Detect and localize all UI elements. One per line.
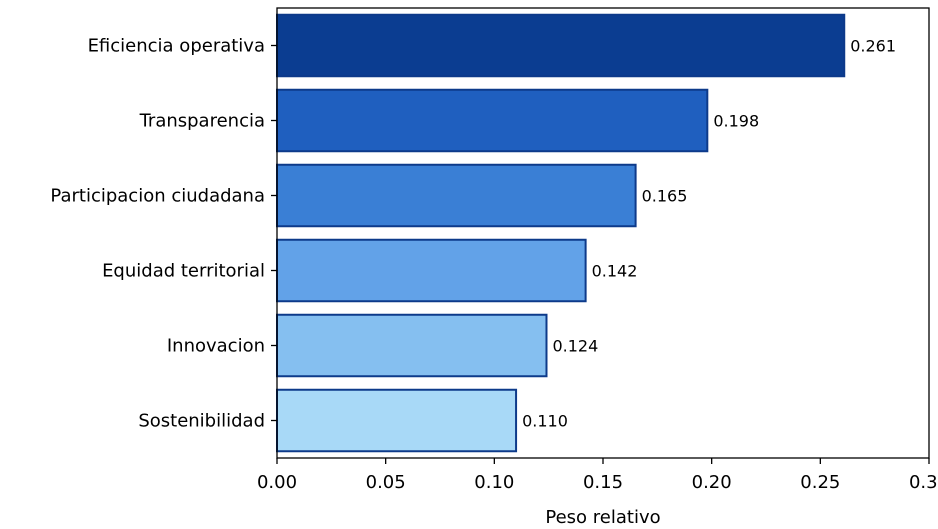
value-label: 0.124 [552, 337, 598, 356]
bar [276, 238, 587, 303]
value-label: 0.261 [850, 37, 896, 56]
bar [276, 313, 548, 378]
bars-group [276, 13, 846, 453]
bar [276, 88, 709, 153]
value-label: 0.142 [592, 262, 638, 281]
category-label: Eficiencia operativa [88, 36, 265, 57]
value-labels: 0.261 0.198 0.165 0.142 0.124 0.110 [522, 37, 896, 431]
category-label: Participacion ciudadana [50, 186, 265, 207]
category-label: Equidad territorial [102, 261, 265, 282]
plot-frame [276, 7, 930, 459]
value-label: 0.110 [522, 412, 568, 431]
x-axis-label: Peso relativo [545, 507, 660, 528]
category-label: Transparencia [139, 111, 265, 132]
category-labels: Eficiencia operativa Transparencia Partici… [50, 36, 277, 432]
x-tick-label: 0.30 [909, 472, 938, 493]
bar [276, 163, 637, 228]
x-tick-label: 0.10 [474, 472, 514, 493]
bar [276, 388, 518, 453]
x-axis-ticks: 0.00 0.05 0.10 0.15 0.20 0.25 0.30 [257, 458, 938, 493]
value-label: 0.165 [642, 187, 688, 206]
x-tick-label: 0.20 [692, 472, 732, 493]
x-tick-label: 0.15 [583, 472, 623, 493]
x-tick-label: 0.00 [257, 472, 297, 493]
bar [276, 13, 846, 78]
category-label: Sostenibilidad [138, 411, 265, 432]
x-tick-label: 0.25 [800, 472, 840, 493]
category-label: Innovacion [167, 336, 265, 357]
value-label: 0.198 [713, 112, 759, 131]
x-tick-label: 0.05 [366, 472, 406, 493]
